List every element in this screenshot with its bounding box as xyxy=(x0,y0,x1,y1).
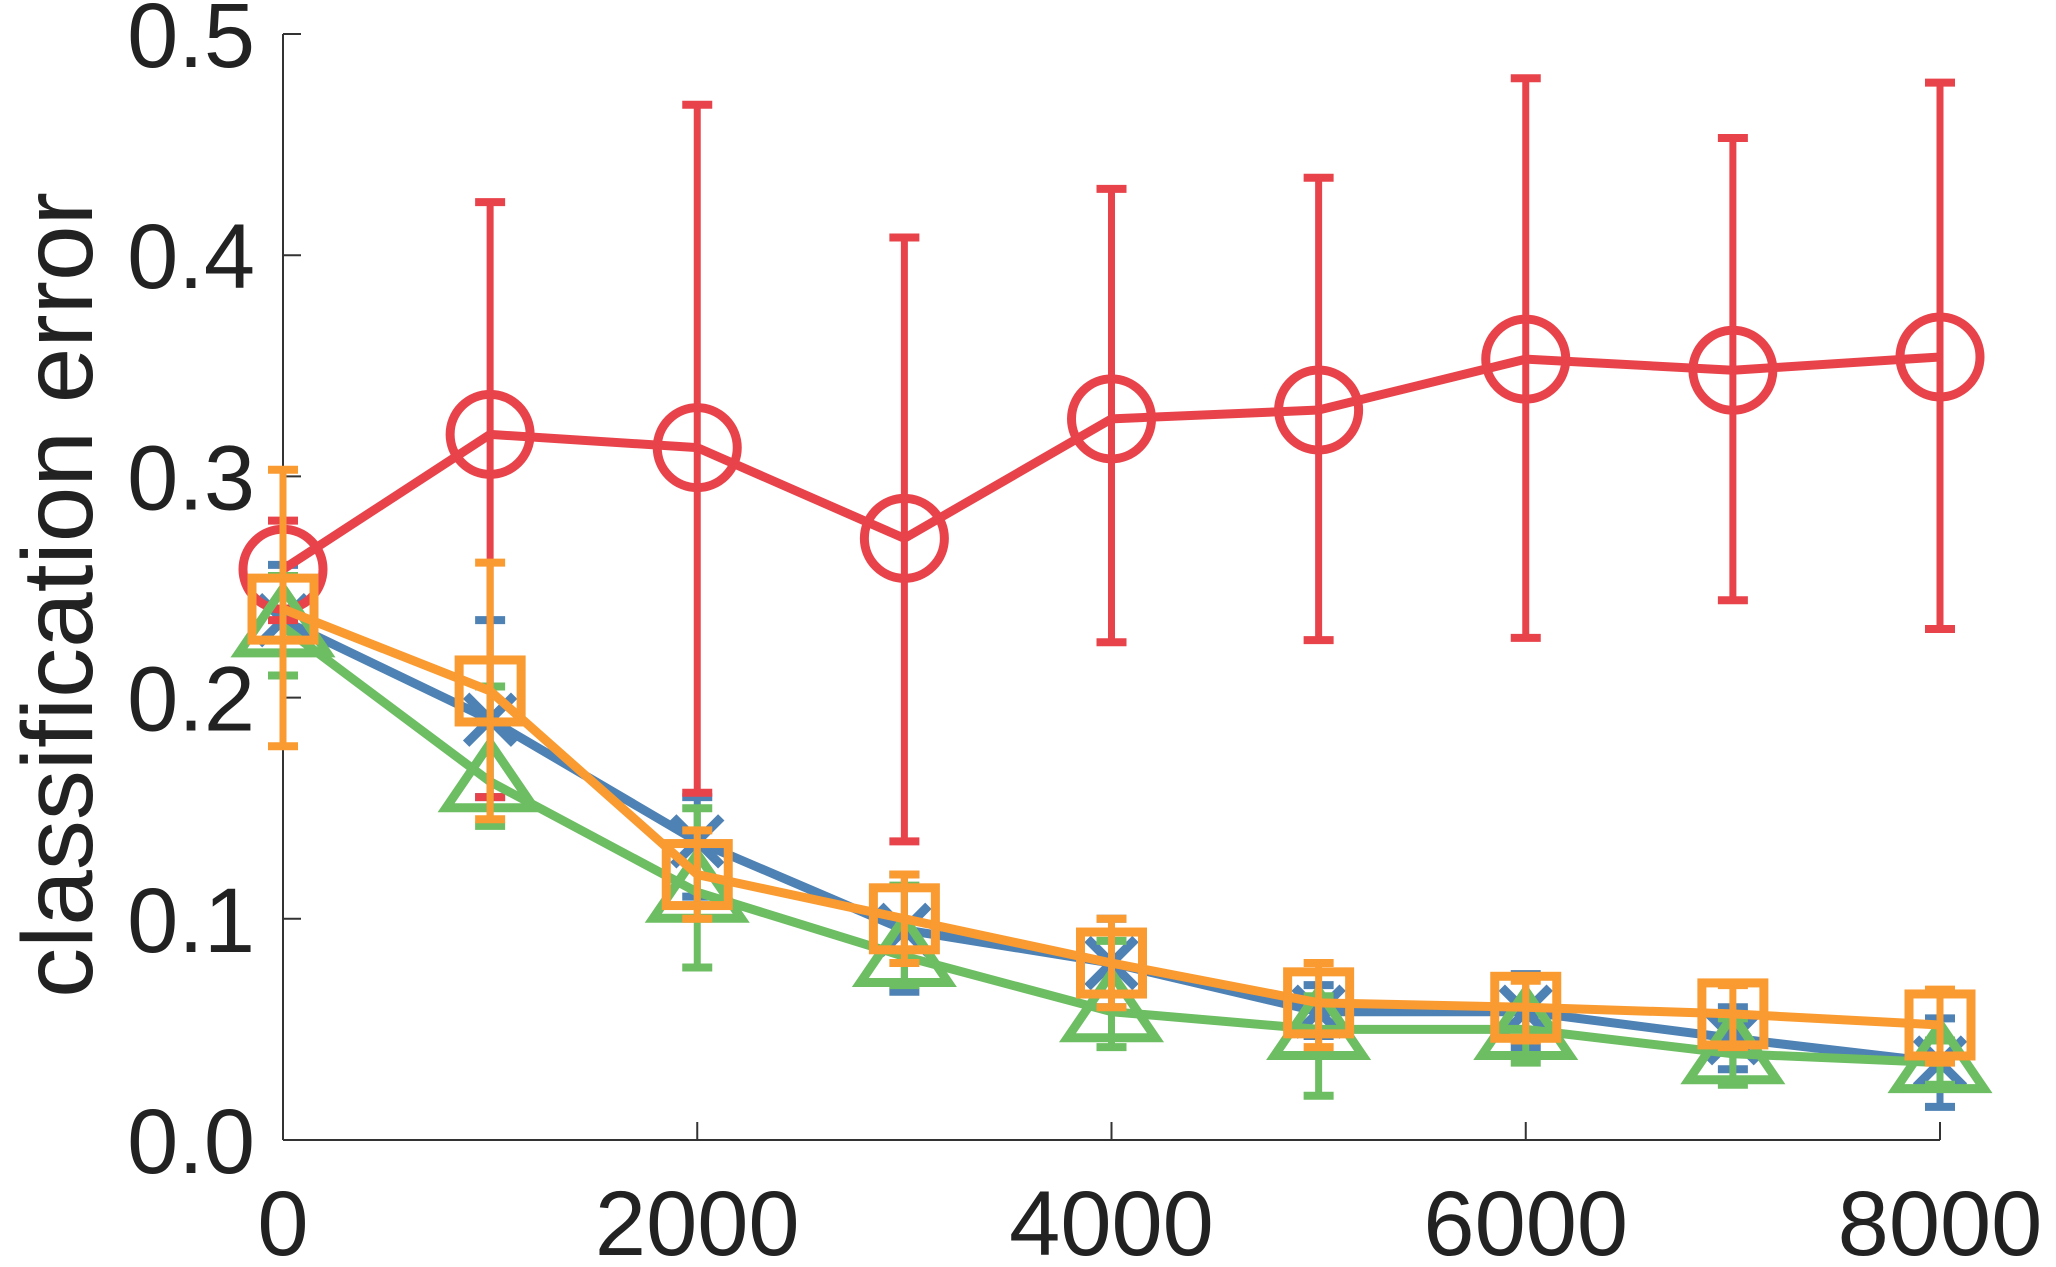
x-tick-label: 6000 xyxy=(1423,1173,1628,1267)
data-point-square xyxy=(1490,971,1562,1043)
x-tick-label: 2000 xyxy=(595,1173,800,1267)
data-point-square xyxy=(1283,967,1355,1039)
data-point-square xyxy=(1904,989,1976,1061)
series-group xyxy=(230,74,1993,1111)
y-tick-label: 0.5 xyxy=(127,0,255,87)
data-point-circle xyxy=(1274,365,1364,455)
series-square xyxy=(247,465,1976,1067)
series-line xyxy=(280,623,1941,1068)
x-tick-label: 0 xyxy=(257,1173,308,1267)
data-point-triangle xyxy=(1058,965,1165,1043)
data-point-triangle xyxy=(1473,982,1579,1060)
data-point-square xyxy=(868,883,940,955)
data-point-circle xyxy=(1688,325,1778,415)
data-point-square xyxy=(454,655,526,727)
series-circle xyxy=(238,74,1985,846)
y-tick-label: 0.4 xyxy=(127,206,255,308)
y-tick-label: 0.2 xyxy=(127,649,255,751)
data-point-circle xyxy=(1067,374,1156,464)
data-point-square xyxy=(1697,978,1769,1050)
y-tick-label: 0.1 xyxy=(127,870,255,972)
series-line xyxy=(280,352,1941,574)
x-tick-label: 4000 xyxy=(1009,1173,1214,1267)
y-tick-label: 0.3 xyxy=(127,427,255,529)
x-tick-label: 8000 xyxy=(1838,1173,2043,1267)
data-point-circle xyxy=(445,389,535,479)
series-line xyxy=(281,604,1941,1030)
data-point-square xyxy=(661,839,733,911)
data-point-circle xyxy=(1481,314,1571,404)
data-point-circle xyxy=(652,403,742,493)
data-point-triangle xyxy=(1266,982,1372,1060)
data-point-circle xyxy=(1895,312,1985,402)
axes: 0.0 0.1 0.2 0.3 0.4 0.5 0 2000 4000 6000 8000 xyxy=(127,0,2042,1267)
y-axis-label: classification error xyxy=(2,192,114,998)
data-point-circle xyxy=(859,493,949,583)
data-point-square xyxy=(247,573,319,645)
data-point-square xyxy=(1076,927,1147,999)
y-tick-label: 0.0 xyxy=(127,1091,255,1193)
